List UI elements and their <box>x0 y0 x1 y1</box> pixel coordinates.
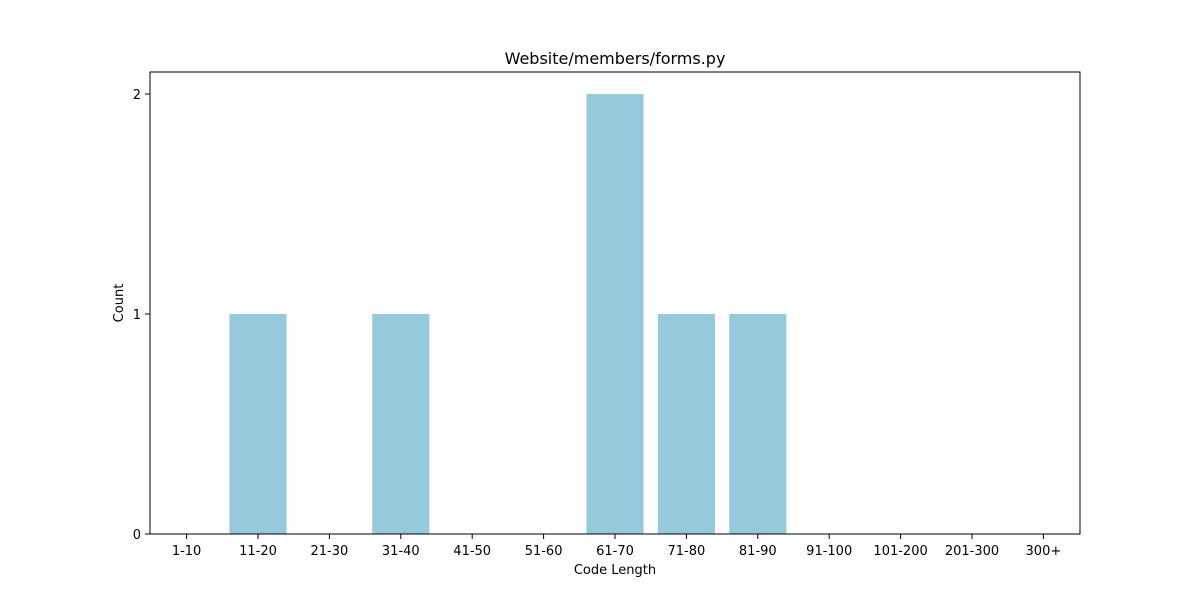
x-tick-label: 1-10 <box>172 544 202 559</box>
x-tick-label: 11-20 <box>239 544 277 559</box>
chart-title: Website/members/forms.py <box>505 49 726 68</box>
x-tick-label: 300+ <box>1026 544 1062 559</box>
y-axis-title: Count <box>112 284 127 323</box>
x-axis-title: Code Length <box>574 563 656 578</box>
bar-71-80 <box>657 314 715 534</box>
y-tick-label: 0 <box>133 528 141 543</box>
y-tick-label: 2 <box>133 88 141 103</box>
bar-11-20 <box>229 314 287 534</box>
x-tick-label: 71-80 <box>668 544 706 559</box>
x-tick-label: 21-30 <box>311 544 349 559</box>
y-axis: 0 1 2 <box>133 88 150 543</box>
bars-layer <box>229 94 787 534</box>
bar-31-40 <box>372 314 430 534</box>
x-tick-label: 201-300 <box>945 544 999 559</box>
x-axis: 1-10 11-20 21-30 31-40 41-50 51-60 61-70 71-80 8… <box>172 534 1061 559</box>
x-tick-label: 41-50 <box>453 544 491 559</box>
x-tick-label: 91-100 <box>806 544 852 559</box>
bar-61-70 <box>586 94 644 534</box>
y-tick-label: 1 <box>133 308 141 323</box>
x-tick-label: 81-90 <box>739 544 777 559</box>
x-tick-label: 101-200 <box>873 544 927 559</box>
x-tick-label: 51-60 <box>525 544 563 559</box>
bar-81-90 <box>729 314 787 534</box>
x-tick-label: 31-40 <box>382 544 420 559</box>
x-tick-label: 61-70 <box>596 544 634 559</box>
